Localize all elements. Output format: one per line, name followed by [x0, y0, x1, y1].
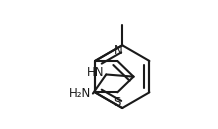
Text: HN: HN: [87, 66, 105, 79]
Text: S: S: [113, 96, 120, 109]
Text: N: N: [114, 44, 123, 57]
Text: H₂N: H₂N: [69, 87, 91, 100]
